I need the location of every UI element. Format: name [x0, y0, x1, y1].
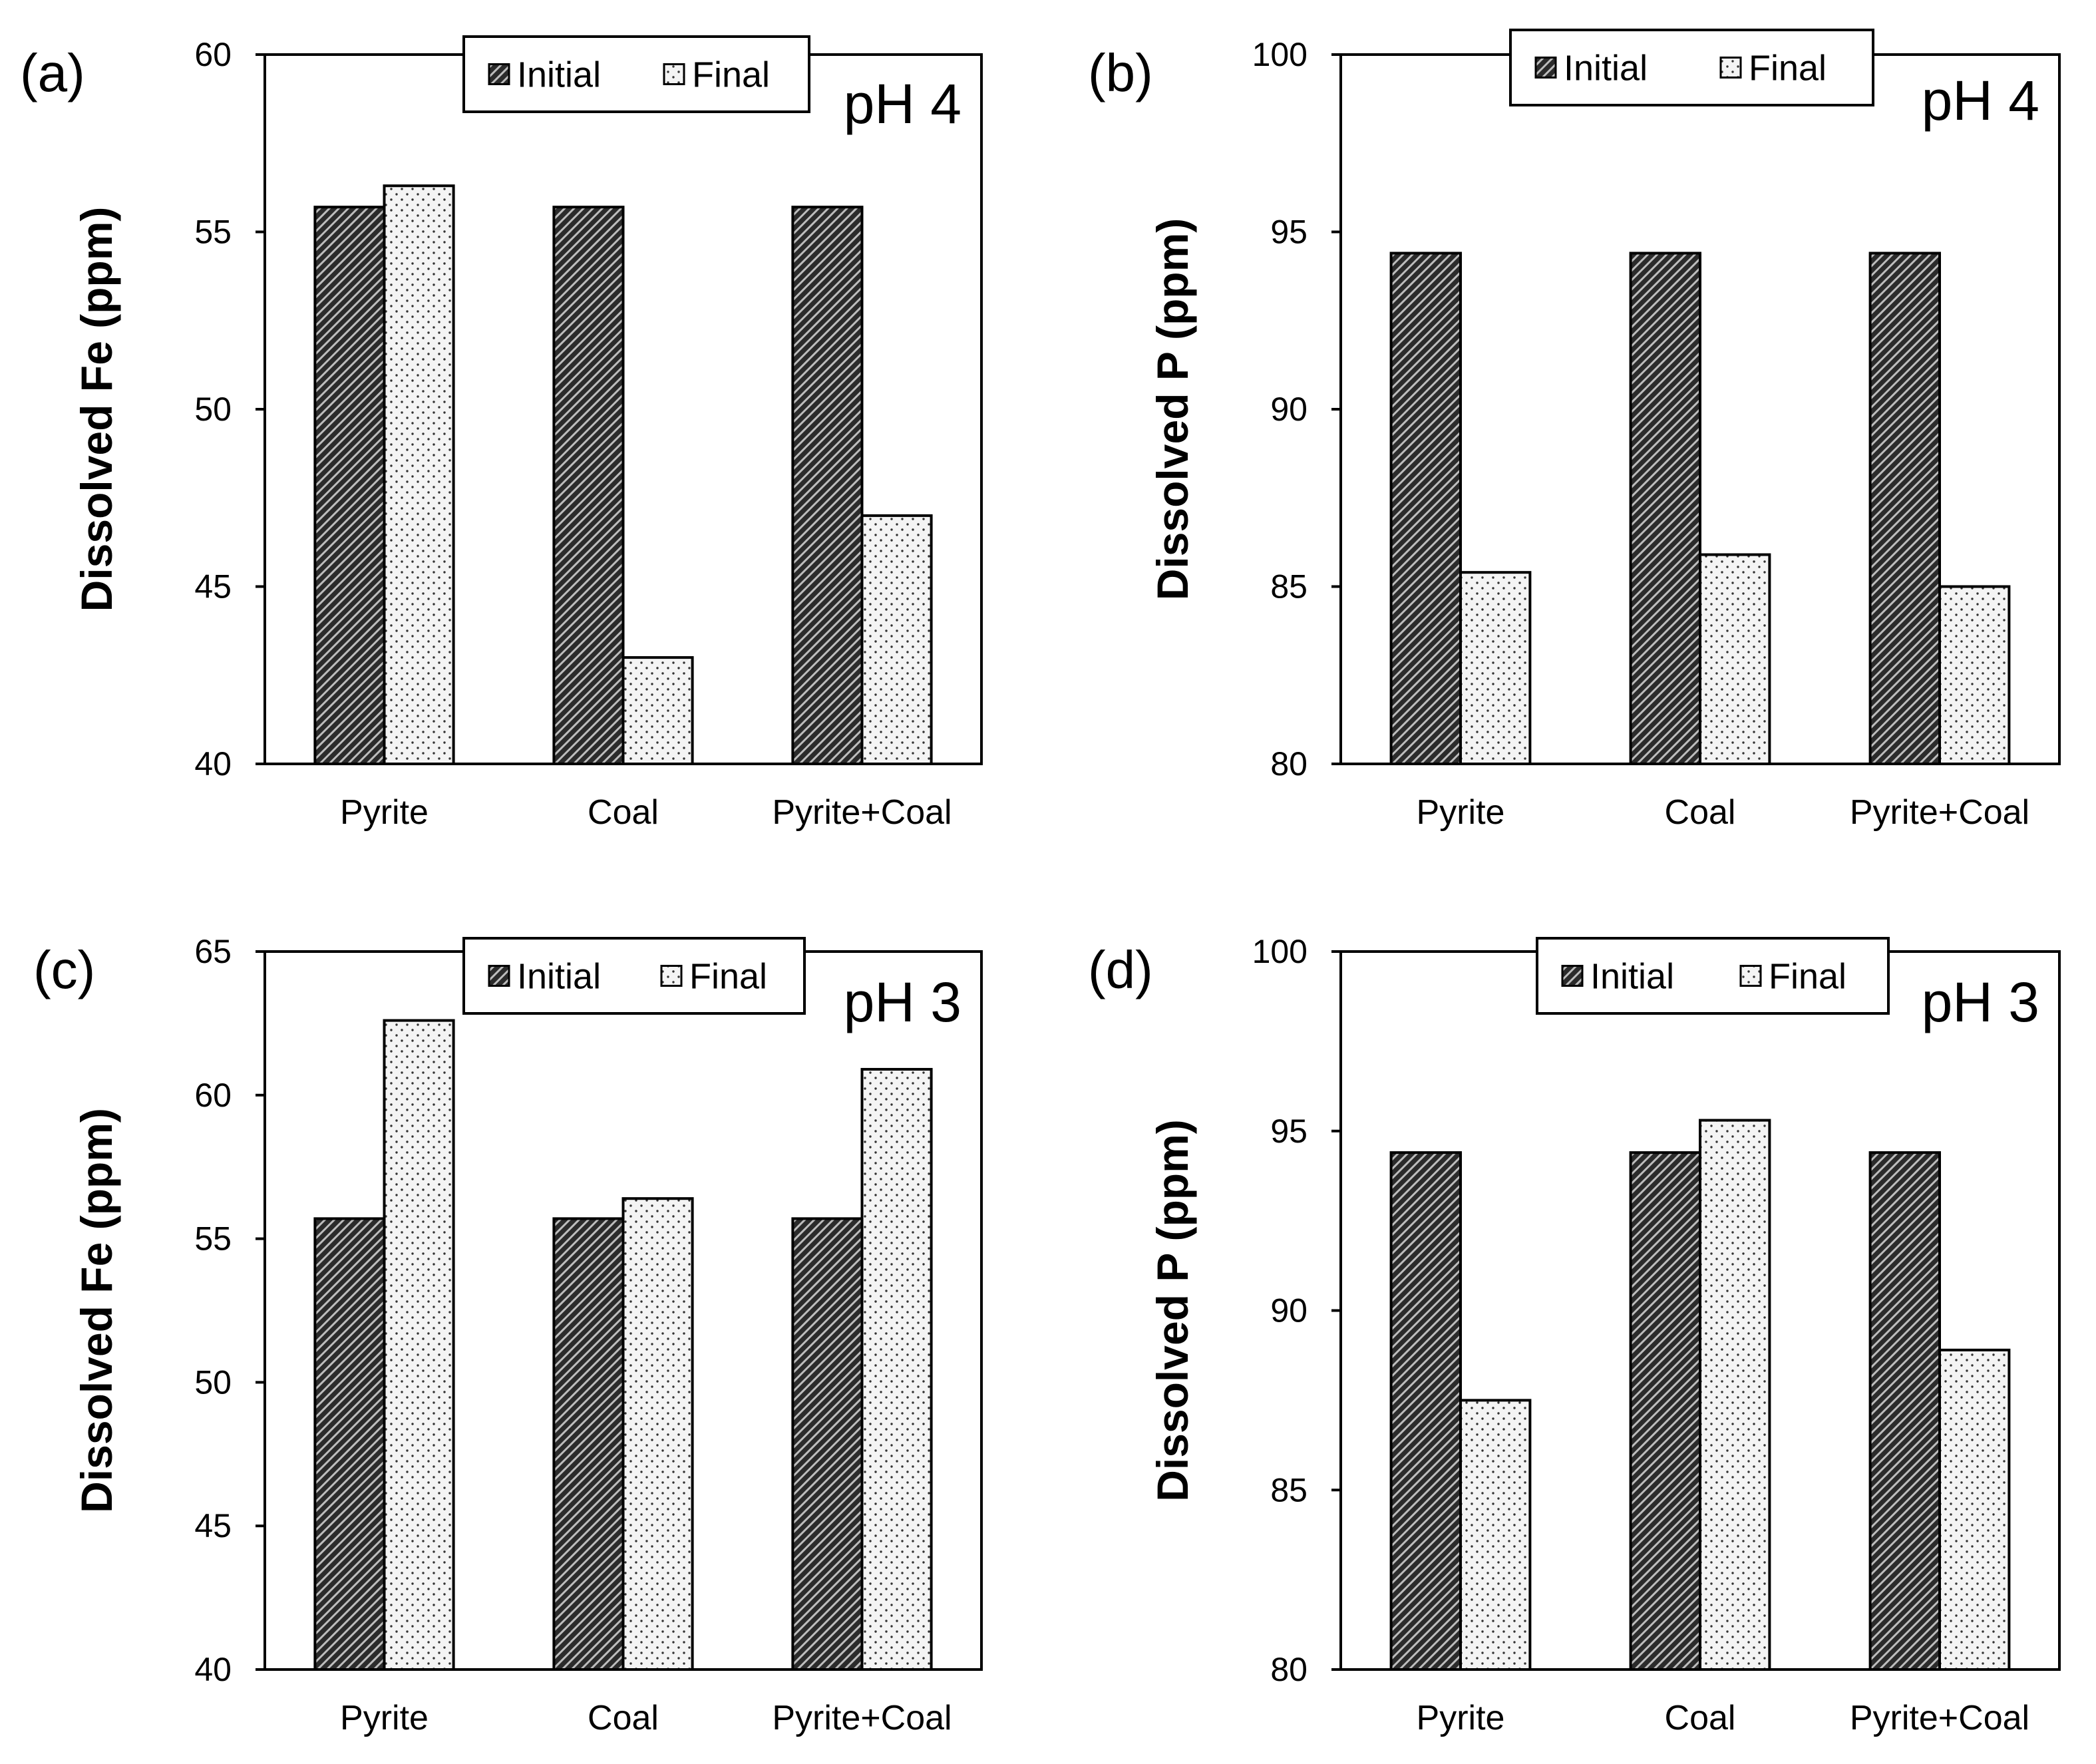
y-tick-label: 55 [194, 1220, 232, 1258]
legend-swatch-initial [1534, 57, 1557, 79]
bar-initial-pyrite-plus-coal [791, 1217, 864, 1671]
x-tick-label: Pyrite+Coal [772, 793, 952, 832]
legend-label-final: Final [1769, 957, 1846, 997]
chart-panel-d: Pyrite Coal Pyrite+Coal 80 85 90 95 100 Dissolve… [1088, 933, 2061, 1737]
legend-label-initial: Initial [1564, 49, 1648, 88]
ph-annotation: pH 3 [1922, 971, 2039, 1033]
chart-panel-a: Pyrite Coal Pyrite+Coal 40 45 50 55 60 Dissolved… [20, 35, 983, 832]
y-tick-label: 95 [1270, 1113, 1308, 1150]
bar-initial-coal [552, 1217, 625, 1671]
bar-initial-coal [1629, 252, 1702, 766]
y-tick-label: 80 [1270, 1651, 1308, 1688]
panel-label: (c) [33, 940, 95, 999]
panel-label: (d) [1088, 940, 1153, 999]
legend: Initial Final [1509, 29, 1874, 106]
legend-label-initial: Initial [517, 957, 601, 997]
bar-final-coal [1699, 1119, 1771, 1671]
y-tick-label: 95 [1270, 214, 1308, 251]
bar-final-pyrite [1459, 571, 1532, 765]
y-axis-label: Dissolved Fe (ppm) [72, 1108, 121, 1513]
bar-initial-pyrite [313, 1217, 386, 1671]
x-tick-label: Pyrite+Coal [1850, 1699, 2029, 1737]
y-axis-label: Dissolved P (ppm) [1148, 1119, 1197, 1502]
y-tick-label: 50 [194, 1363, 232, 1401]
x-tick-label: Coal [588, 793, 659, 832]
x-tick-label: Pyrite [340, 1699, 429, 1737]
bar-initial-pyrite-plus-coal [1868, 1151, 1942, 1671]
y-axis-label: Dissolved Fe (ppm) [72, 207, 121, 612]
bar-initial-pyrite-plus-coal [1868, 252, 1942, 766]
panel-label: (a) [20, 43, 85, 102]
legend: Initial Final [462, 35, 810, 113]
x-tick-label: Coal [1665, 793, 1736, 832]
legend-swatch-initial [1561, 965, 1584, 987]
x-tick-label: Coal [1665, 1699, 1736, 1737]
bar-final-pyrite [383, 1019, 455, 1671]
chart-panel-c: Pyrite Coal Pyrite+Coal 40 45 50 55 60 65 Dissolv… [33, 933, 983, 1737]
y-tick-label: 80 [1270, 745, 1308, 783]
legend-box [462, 937, 806, 1015]
x-tick-label: Pyrite [1417, 1699, 1505, 1737]
legend-box [1509, 29, 1874, 106]
bar-initial-coal [552, 206, 625, 765]
legend-swatch-initial [488, 63, 510, 85]
y-tick-label: 45 [194, 1507, 232, 1544]
bar-initial-pyrite [1389, 252, 1463, 766]
bar-final-coal [1699, 553, 1771, 766]
legend-label-initial: Initial [1590, 957, 1674, 997]
bar-final-pyrite [383, 184, 455, 765]
legend-swatch-final [660, 965, 683, 987]
ph-annotation: pH 4 [844, 73, 961, 135]
y-tick-label: 85 [1270, 1471, 1308, 1508]
bar-initial-pyrite [313, 206, 386, 765]
legend-swatch-initial [488, 965, 510, 987]
bar-final-coal [621, 656, 694, 765]
legend-swatch-final [663, 63, 685, 85]
ph-annotation: pH 3 [844, 971, 961, 1033]
y-tick-label: 90 [1270, 391, 1308, 428]
bar-final-pyrite [1459, 1399, 1532, 1671]
y-tick-label: 60 [194, 36, 232, 73]
legend-label-initial: Initial [517, 55, 601, 95]
bar-final-pyrite-plus-coal [860, 1067, 933, 1672]
legend-box [462, 35, 810, 113]
x-tick-label: Pyrite+Coal [1850, 793, 2029, 832]
legend-label-final: Final [692, 55, 770, 95]
x-tick-label: Pyrite [1417, 793, 1505, 832]
y-tick-label: 90 [1270, 1292, 1308, 1329]
y-tick-label: 60 [194, 1077, 232, 1114]
legend-box [1536, 937, 1890, 1015]
x-tick-label: Pyrite [340, 793, 429, 832]
y-tick-label: 85 [1270, 568, 1308, 606]
legend: Initial Final [1536, 937, 1890, 1015]
y-tick-label: 40 [194, 1651, 232, 1688]
y-tick-label: 50 [194, 391, 232, 428]
bar-initial-coal [1629, 1151, 1702, 1671]
bar-final-pyrite-plus-coal [1938, 585, 2011, 765]
legend-swatch-final [1739, 965, 1762, 987]
bar-final-coal [621, 1197, 694, 1671]
y-tick-label: 45 [194, 568, 232, 606]
x-tick-label: Pyrite+Coal [772, 1699, 952, 1737]
y-tick-label: 40 [194, 745, 232, 783]
chart-panel-b: Pyrite Coal Pyrite+Coal 80 85 90 95 100 Dissolve… [1088, 29, 2061, 832]
panel-label: (b) [1088, 43, 1153, 102]
y-tick-label: 55 [194, 214, 232, 251]
legend-swatch-final [1719, 57, 1742, 79]
bar-initial-pyrite [1389, 1151, 1463, 1671]
y-axis-label: Dissolved P (ppm) [1148, 218, 1197, 601]
y-tick-label: 65 [194, 933, 232, 970]
bar-initial-pyrite-plus-coal [791, 206, 864, 765]
bar-final-pyrite-plus-coal [1938, 1348, 2011, 1671]
x-tick-label: Coal [588, 1699, 659, 1737]
ph-annotation: pH 4 [1922, 69, 2039, 132]
legend: Initial Final [462, 937, 806, 1015]
legend-label-final: Final [689, 957, 767, 997]
bar-final-pyrite-plus-coal [860, 514, 933, 766]
y-tick-label: 100 [1252, 933, 1308, 970]
y-tick-label: 100 [1252, 36, 1308, 73]
legend-label-final: Final [1749, 49, 1827, 88]
